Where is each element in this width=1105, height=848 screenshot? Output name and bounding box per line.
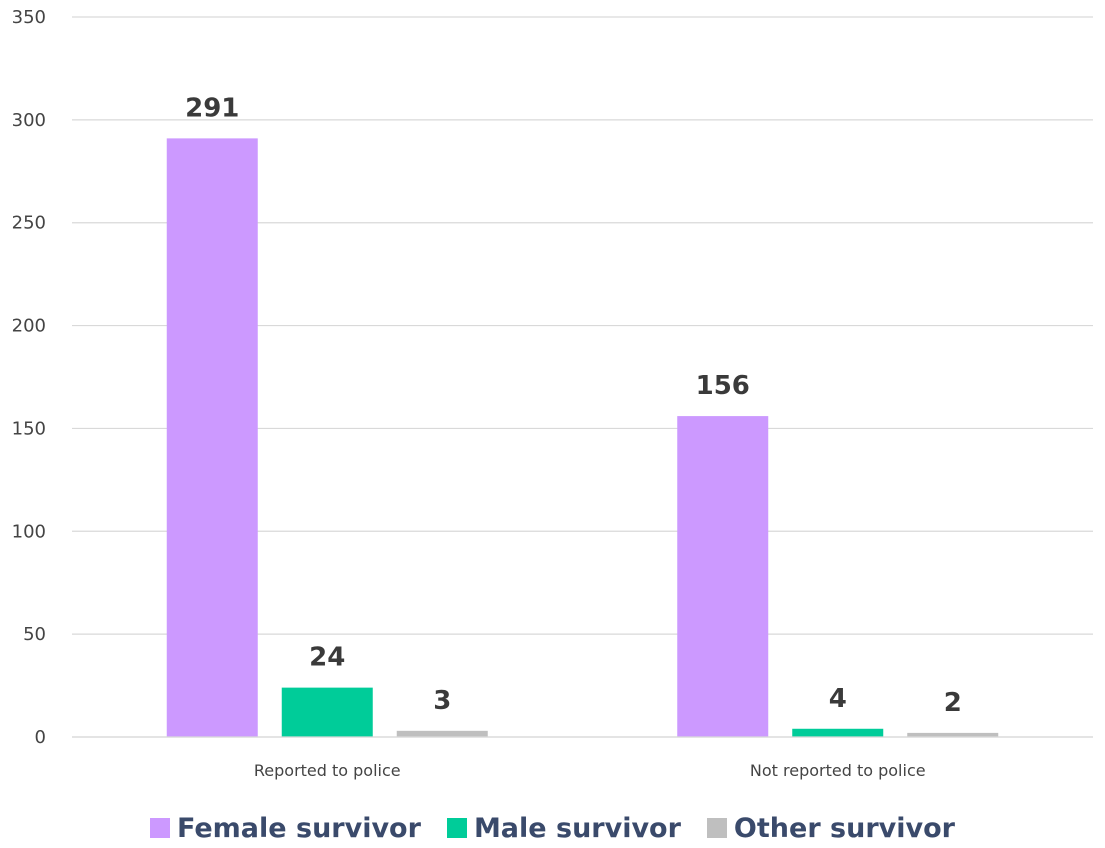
y-tick-label: 0 [35, 727, 46, 748]
bar-female-survivor [166, 138, 258, 737]
y-axis: 0 50 100 150 200 250 300 350 [12, 7, 46, 748]
legend-label: Male survivor [473, 812, 681, 844]
x-axis: Reported to police Not reported to police [72, 736, 1093, 780]
data-label: 24 [309, 643, 345, 673]
bar-other-survivor [396, 730, 488, 737]
y-tick-label: 250 [12, 213, 46, 234]
y-tick-label: 150 [12, 418, 46, 439]
y-tick-label: 100 [12, 521, 46, 542]
y-tick-label: 50 [23, 624, 46, 645]
data-label: 4 [829, 684, 847, 714]
data-label: 156 [696, 371, 750, 401]
bars [166, 138, 999, 737]
bar-male-survivor [792, 728, 884, 737]
y-tick-label: 350 [12, 7, 46, 28]
legend-swatch [706, 818, 727, 838]
data-labels: 291 24 3 156 4 2 [185, 93, 962, 718]
legend-label: Other survivor [733, 812, 955, 844]
legend-item: Male survivor [446, 812, 681, 844]
legend-item: Female survivor [150, 813, 421, 844]
x-tick-label: Reported to police [254, 761, 401, 780]
y-tick-label: 200 [12, 316, 46, 337]
data-label: 3 [433, 686, 451, 716]
legend-swatch [150, 818, 171, 838]
bar-chart: 0 50 100 150 200 250 300 350 291 24 3 156 4 2 Report… [12, 7, 1093, 780]
data-label: 2 [944, 688, 962, 718]
legend-label: Female survivor [177, 812, 421, 844]
bar-male-survivor [281, 687, 373, 737]
bar-female-survivor [677, 416, 769, 737]
y-tick-label: 300 [12, 110, 46, 131]
legend-swatch [446, 818, 467, 838]
data-label: 291 [185, 93, 239, 123]
legend: Female survivor Male survivor Other surviv… [0, 808, 1105, 848]
legend-item: Other survivor [706, 812, 955, 844]
x-tick-label: Not reported to police [750, 761, 926, 780]
bar-other-survivor [907, 732, 999, 737]
